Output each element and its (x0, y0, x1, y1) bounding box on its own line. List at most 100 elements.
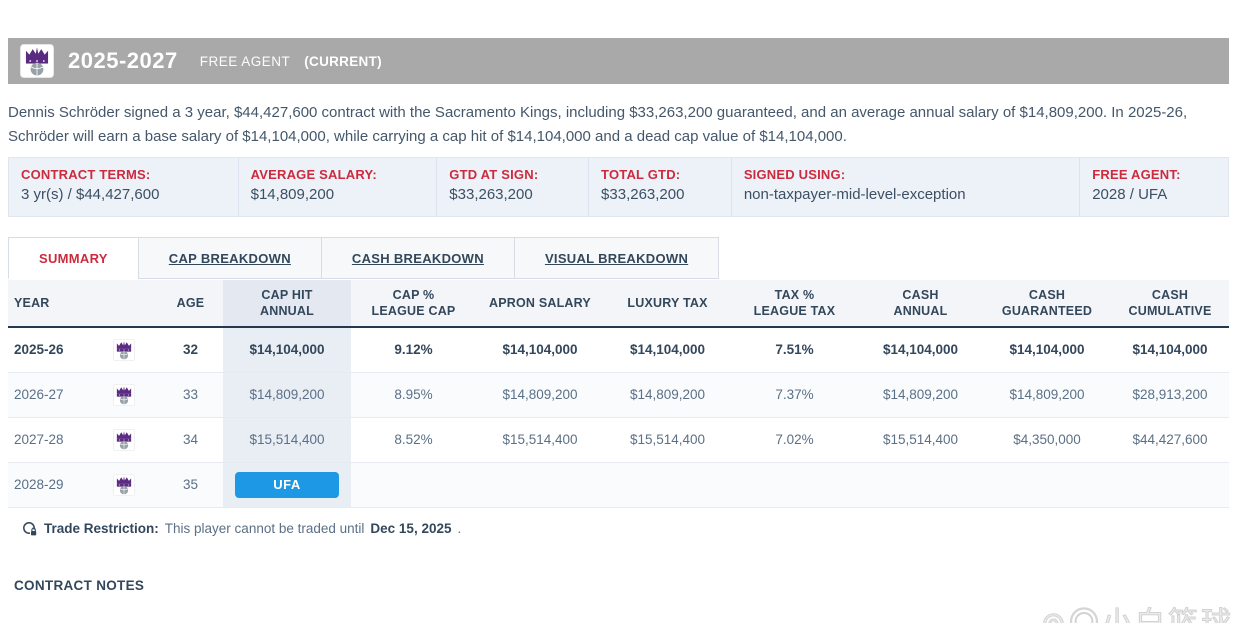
tab-visual-breakdown[interactable]: VISUAL BREAKDOWN (513, 237, 720, 279)
contract-terms-strip: CONTRACT TERMS: 3 yr(s) / $44,427,600 AV… (8, 157, 1229, 217)
header-apron-salary: APRON SALARY (476, 280, 604, 328)
term-label: AVERAGE SALARY: (250, 167, 377, 182)
cell-cash-gtd: $4,350,000 (983, 417, 1111, 463)
header-line: GUARANTEED (1001, 304, 1093, 318)
trade-restriction-text: This player cannot be traded until (164, 521, 365, 536)
cell-cash-cum: $44,427,600 (1111, 417, 1229, 463)
tab-label: CASH BREAKDOWN (351, 250, 484, 266)
tab-cap-breakdown[interactable]: CAP BREAKDOWN (137, 237, 322, 279)
cell-tax-pct: 7.37% (731, 372, 858, 418)
term-free-agent: FREE AGENT: 2028 / UFA (1079, 158, 1228, 216)
kings-logo-icon (20, 44, 54, 78)
cell-apron: $15,514,400 (476, 417, 604, 463)
cell-tax-pct (731, 462, 858, 508)
cell-luxury: $14,809,200 (604, 372, 731, 418)
cell-cash-cum: $28,913,200 (1111, 372, 1229, 418)
cell-tax-pct: 7.02% (731, 417, 858, 463)
term-label: FREE AGENT: (1092, 167, 1181, 182)
header-cash-guaranteed: CASH GUARANTEED (983, 280, 1111, 328)
cell-year: 2028-29 (8, 462, 90, 508)
cell-cash-gtd (983, 462, 1111, 508)
cell-cash-annual: $14,809,200 (858, 372, 983, 418)
header-tax-pct: TAX % LEAGUE TAX (731, 280, 858, 328)
header-line: ANNUAL (893, 304, 948, 318)
header-line: LEAGUE TAX (753, 304, 836, 318)
header-cash-annual: CASH ANNUAL (858, 280, 983, 328)
header-line: CASH (1028, 288, 1066, 302)
cell-cap-hit: $15,514,400 (223, 417, 351, 463)
cell-cash-annual: $15,514,400 (858, 417, 983, 463)
cell-cap-hit: $14,809,200 (223, 372, 351, 418)
watermark: ⊚◎小白篮球 (1040, 598, 1234, 623)
cell-apron: $14,104,000 (476, 327, 604, 373)
contract-type-label: FREE AGENT (199, 53, 291, 69)
table-header-row: YEAR AGE CAP HIT ANNUAL CAP % LEAGUE CAP… (8, 280, 1229, 328)
table-row-2027-28: 2027-28 34 $15,514,400 8.52% $15,514,400… (8, 417, 1229, 463)
cell-age: 33 (158, 372, 223, 418)
cell-cap-pct: 8.52% (351, 417, 476, 463)
term-label: SIGNED USING: (743, 167, 846, 182)
cell-year: 2025-26 (8, 327, 90, 373)
salary-table: YEAR AGE CAP HIT ANNUAL CAP % LEAGUE CAP… (8, 280, 1229, 508)
contract-page: 2025-2027 FREE AGENT (CURRENT) Dennis Sc… (8, 38, 1229, 593)
cell-cash-gtd: $14,809,200 (983, 372, 1111, 418)
cell-cap-pct (351, 462, 476, 508)
cell-cash-annual: $14,104,000 (858, 327, 983, 373)
lock-circle-icon (23, 521, 37, 535)
tab-summary[interactable]: SUMMARY (8, 237, 139, 279)
term-gtd-at-sign: GTD AT SIGN: $33,263,200 (436, 158, 588, 216)
term-signed-using: SIGNED USING: non-taxpayer-mid-level-exc… (730, 158, 1079, 216)
tab-label: SUMMARY (39, 250, 108, 266)
cell-age: 34 (158, 417, 223, 463)
term-label: GTD AT SIGN: (449, 167, 539, 182)
term-label: TOTAL GTD: (601, 167, 681, 182)
cell-cap-hit: $14,104,000 (223, 327, 351, 373)
contract-current-badge: (CURRENT) (304, 53, 382, 69)
kings-logo-icon (90, 327, 158, 373)
term-value: 2028 / UFA (1092, 186, 1168, 203)
header-line: TAX % (774, 288, 815, 302)
term-value: $14,809,200 (250, 186, 335, 203)
header-cash-cumulative: CASH CUMULATIVE (1111, 280, 1229, 328)
ufa-badge: UFA (235, 471, 339, 498)
kings-logo-icon (90, 372, 158, 418)
term-contract-terms: CONTRACT TERMS: 3 yr(s) / $44,427,600 (9, 158, 238, 216)
table-row-2026-27: 2026-27 33 $14,809,200 8.95% $14,809,200… (8, 372, 1229, 418)
tab-cash-breakdown[interactable]: CASH BREAKDOWN (320, 237, 515, 279)
contract-notes-title: CONTRACT NOTES (14, 577, 145, 593)
kings-logo-icon (90, 462, 158, 508)
header-year: YEAR (8, 280, 90, 328)
cell-cap-hit: UFA (223, 462, 351, 508)
header-line: CAP HIT (261, 288, 313, 302)
term-value: $33,263,200 (449, 186, 533, 203)
trade-restriction-date: Dec 15, 2025 (370, 521, 452, 536)
cell-age: 35 (158, 462, 223, 508)
term-value: 3 yr(s) / $44,427,600 (21, 186, 160, 203)
header-line: CUMULATIVE (1128, 304, 1212, 318)
header-age: AGE (158, 280, 223, 328)
header-cap-hit: CAP HIT ANNUAL (223, 280, 351, 328)
trade-restriction-period: . (457, 521, 462, 536)
tab-label: VISUAL BREAKDOWN (544, 250, 689, 266)
term-total-gtd: TOTAL GTD: $33,263,200 (588, 158, 731, 216)
header-luxury-tax: LUXURY TAX (604, 280, 731, 328)
table-row-2025-26: 2025-26 32 $14,104,000 9.12% $14,104,000… (8, 327, 1229, 373)
table-row-2028-29: 2028-29 35 UFA (8, 462, 1229, 508)
cell-luxury (604, 462, 731, 508)
header-line: CASH (1151, 288, 1189, 302)
header-line: CAP % (392, 288, 435, 302)
cell-year: 2026-27 (8, 372, 90, 418)
cell-cap-pct: 8.95% (351, 372, 476, 418)
cell-cash-cum (1111, 462, 1229, 508)
term-label: CONTRACT TERMS: (21, 167, 151, 182)
breakdown-tabs: SUMMARY CAP BREAKDOWN CASH BREAKDOWN VIS… (8, 237, 1229, 279)
trade-restriction-label: Trade Restriction: (44, 521, 159, 536)
kings-logo-icon (90, 417, 158, 463)
contract-years-title: 2025-2027 (68, 48, 178, 73)
header-line: CASH (902, 288, 939, 302)
header-team (90, 280, 158, 328)
contract-summary-text: Dennis Schröder signed a 3 year, $44,427… (8, 104, 1188, 145)
header-line: LEAGUE CAP (371, 304, 456, 318)
cell-year: 2027-28 (8, 417, 90, 463)
cell-luxury: $14,104,000 (604, 327, 731, 373)
